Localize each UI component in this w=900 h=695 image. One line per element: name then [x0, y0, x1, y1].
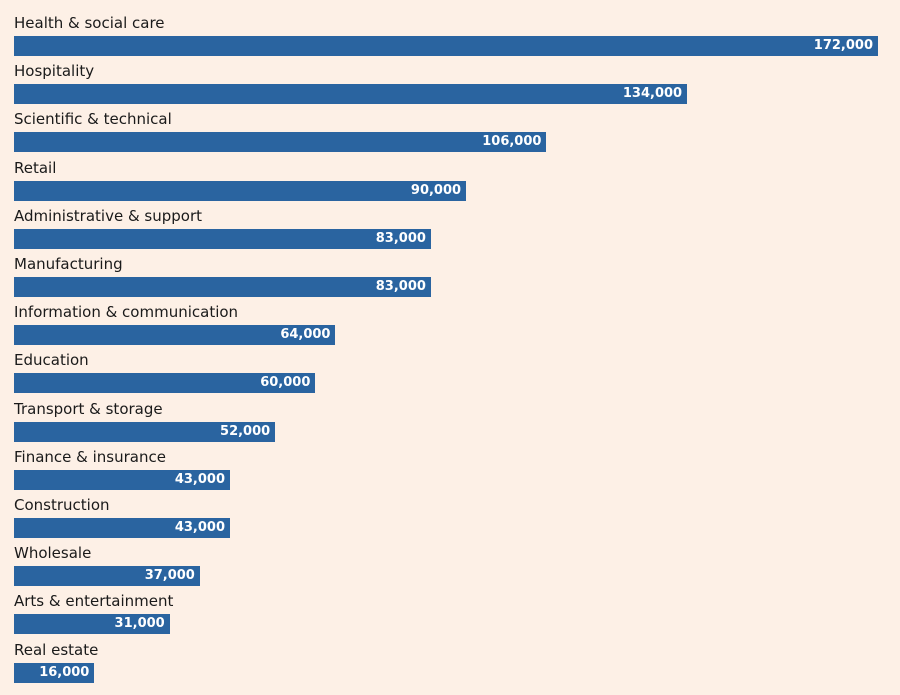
- value-label: 52,000: [220, 423, 271, 439]
- category-label: Scientific & technical: [14, 110, 172, 129]
- value-label: 16,000: [39, 664, 90, 680]
- category-label: Construction: [14, 496, 110, 514]
- category-label: Hospitality: [14, 62, 95, 81]
- value-label: 134,000: [622, 86, 683, 102]
- bar: 37,000: [14, 566, 200, 587]
- value-label: 43,000: [174, 471, 225, 487]
- bar: 16,000: [14, 662, 95, 683]
- value-label: 37,000: [144, 568, 195, 584]
- category-label: Arts & entertainment: [14, 592, 174, 611]
- value-label: 31,000: [114, 616, 165, 632]
- category-label: Finance & insurance: [14, 447, 166, 466]
- category-label: Health & social care: [14, 14, 165, 32]
- bar: 52,000: [14, 421, 276, 442]
- bar: 43,000: [14, 518, 230, 538]
- category-label: Education: [14, 351, 89, 370]
- value-label: 106,000: [482, 134, 542, 150]
- category-label: Manufacturing: [14, 255, 123, 273]
- category-label: Transport & storage: [14, 399, 163, 418]
- value-label: 60,000: [260, 375, 311, 391]
- bar: 43,000: [14, 469, 230, 490]
- bar: 83,000: [14, 228, 431, 249]
- bar: 60,000: [14, 373, 316, 394]
- value-label: 43,000: [174, 520, 225, 535]
- bar: 83,000: [14, 277, 431, 297]
- category-label: Information & communication: [14, 303, 239, 322]
- value-label: 64,000: [280, 327, 331, 343]
- bar: 172,000: [14, 36, 878, 56]
- category-label: Retail: [14, 158, 57, 177]
- value-label: 172,000: [813, 38, 873, 53]
- category-label: Administrative & support: [14, 206, 203, 225]
- bar: 31,000: [14, 614, 170, 635]
- value-label: 83,000: [375, 279, 426, 294]
- value-label: 90,000: [410, 182, 462, 198]
- category-label: Wholesale: [14, 544, 92, 563]
- category-label: Real estate: [14, 640, 99, 659]
- value-label: 83,000: [375, 230, 426, 246]
- bar: 106,000: [14, 132, 547, 153]
- bar: 64,000: [14, 325, 336, 346]
- bar: 90,000: [14, 180, 467, 201]
- bar: 134,000: [14, 84, 688, 105]
